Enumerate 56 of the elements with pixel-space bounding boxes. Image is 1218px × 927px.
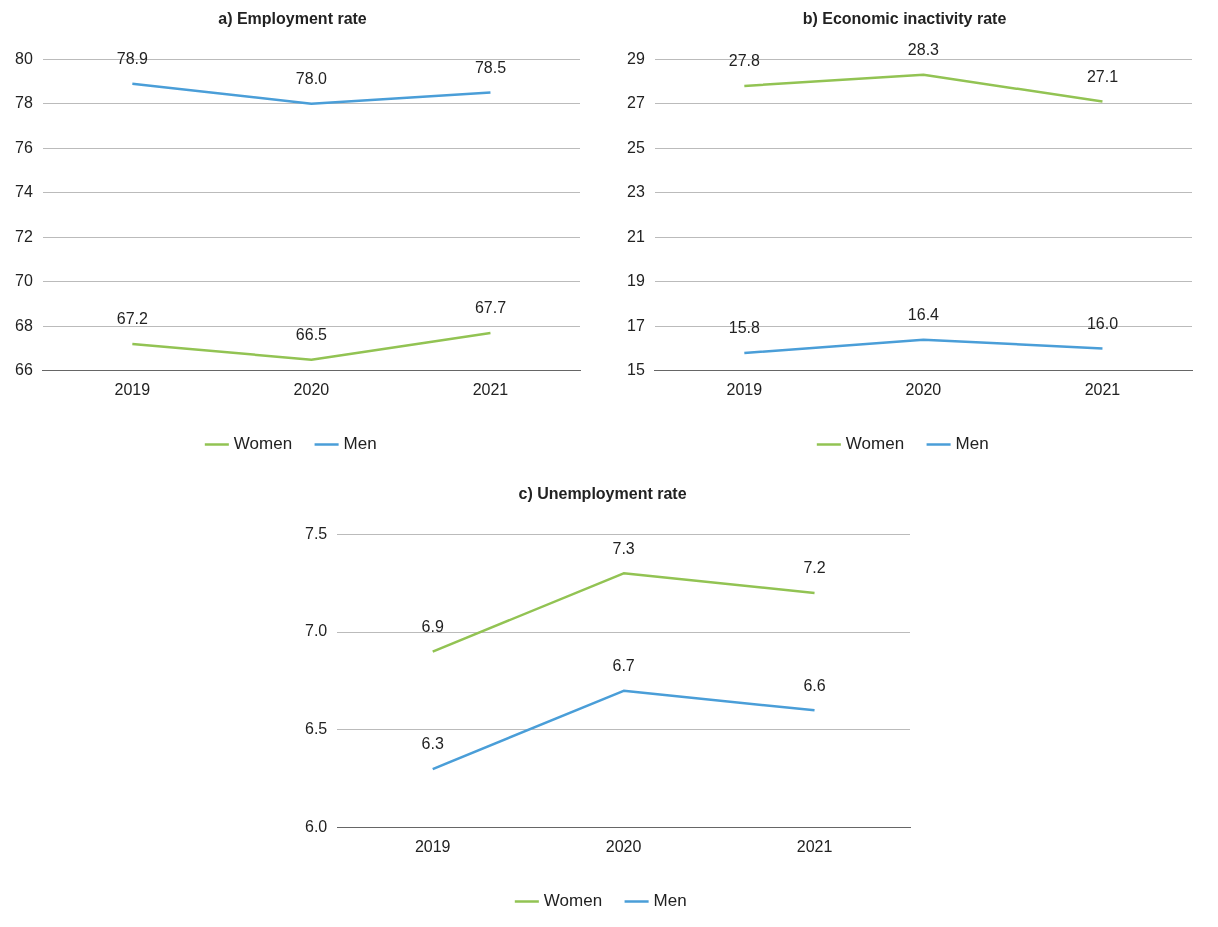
legend-label: Women (233, 434, 293, 454)
data-label: 67.2 (116, 310, 148, 328)
legend-label: Women (543, 891, 603, 911)
data-label: 6.7 (612, 657, 635, 675)
data-label: 27.8 (728, 52, 760, 70)
legend-label: Men (343, 434, 377, 454)
x-tick-label: 2021 (796, 837, 833, 855)
x-tick-label: 2019 (114, 380, 151, 398)
legend-label: Men (955, 434, 989, 454)
y-tick-label: 6.0 (304, 818, 328, 836)
x-tick-label: 2021 (1084, 380, 1121, 398)
data-label: 78.0 (295, 70, 328, 88)
y-tick-label: 78 (15, 94, 33, 112)
y-tick-label: 23 (627, 183, 645, 201)
data-label: 66.5 (295, 326, 328, 344)
chart-title: a) Employment rate (218, 10, 367, 28)
data-label: 67.7 (474, 299, 507, 317)
chart-title: c) Unemployment rate (518, 485, 687, 503)
x-tick-label: 2019 (726, 380, 763, 398)
y-tick-label: 21 (627, 227, 645, 245)
y-tick-label: 17 (627, 316, 645, 334)
data-label: 7.3 (612, 539, 635, 557)
y-tick-label: 70 (15, 272, 33, 290)
x-tick-label: 2021 (472, 380, 509, 398)
data-label: 16.4 (907, 306, 940, 324)
x-tick-label: 2020 (605, 837, 642, 855)
y-tick-label: 72 (15, 227, 33, 245)
x-tick-label: 2020 (905, 380, 942, 398)
data-label: 27.1 (1086, 67, 1119, 85)
y-tick-label: 68 (15, 316, 33, 334)
data-label: 78.5 (474, 58, 507, 76)
data-label: 6.6 (803, 676, 826, 694)
y-tick-label: 19 (627, 272, 645, 290)
y-tick-label: 80 (15, 49, 33, 67)
y-tick-label: 76 (15, 138, 33, 156)
y-tick-label: 66 (15, 361, 33, 379)
data-label: 28.3 (907, 41, 940, 59)
y-tick-label: 15 (627, 361, 645, 379)
data-label: 15.8 (728, 319, 760, 337)
y-tick-label: 29 (627, 49, 645, 67)
y-tick-label: 74 (15, 183, 33, 201)
data-label: 7.2 (803, 559, 826, 577)
x-tick-label: 2019 (414, 837, 451, 855)
data-label: 6.9 (421, 618, 444, 636)
legend-label: Women (845, 434, 905, 454)
legend-label: Men (653, 891, 687, 911)
y-tick-label: 6.5 (304, 720, 328, 738)
data-label: 16.0 (1086, 314, 1119, 332)
y-tick-label: 25 (627, 138, 645, 156)
chart-title: b) Economic inactivity rate (802, 10, 1007, 28)
x-tick-label: 2020 (293, 380, 330, 398)
data-label: 78.9 (116, 50, 148, 68)
y-tick-label: 7.5 (304, 524, 328, 542)
y-tick-label: 7.0 (304, 622, 328, 640)
data-label: 6.3 (421, 735, 444, 753)
y-tick-label: 27 (627, 94, 645, 112)
